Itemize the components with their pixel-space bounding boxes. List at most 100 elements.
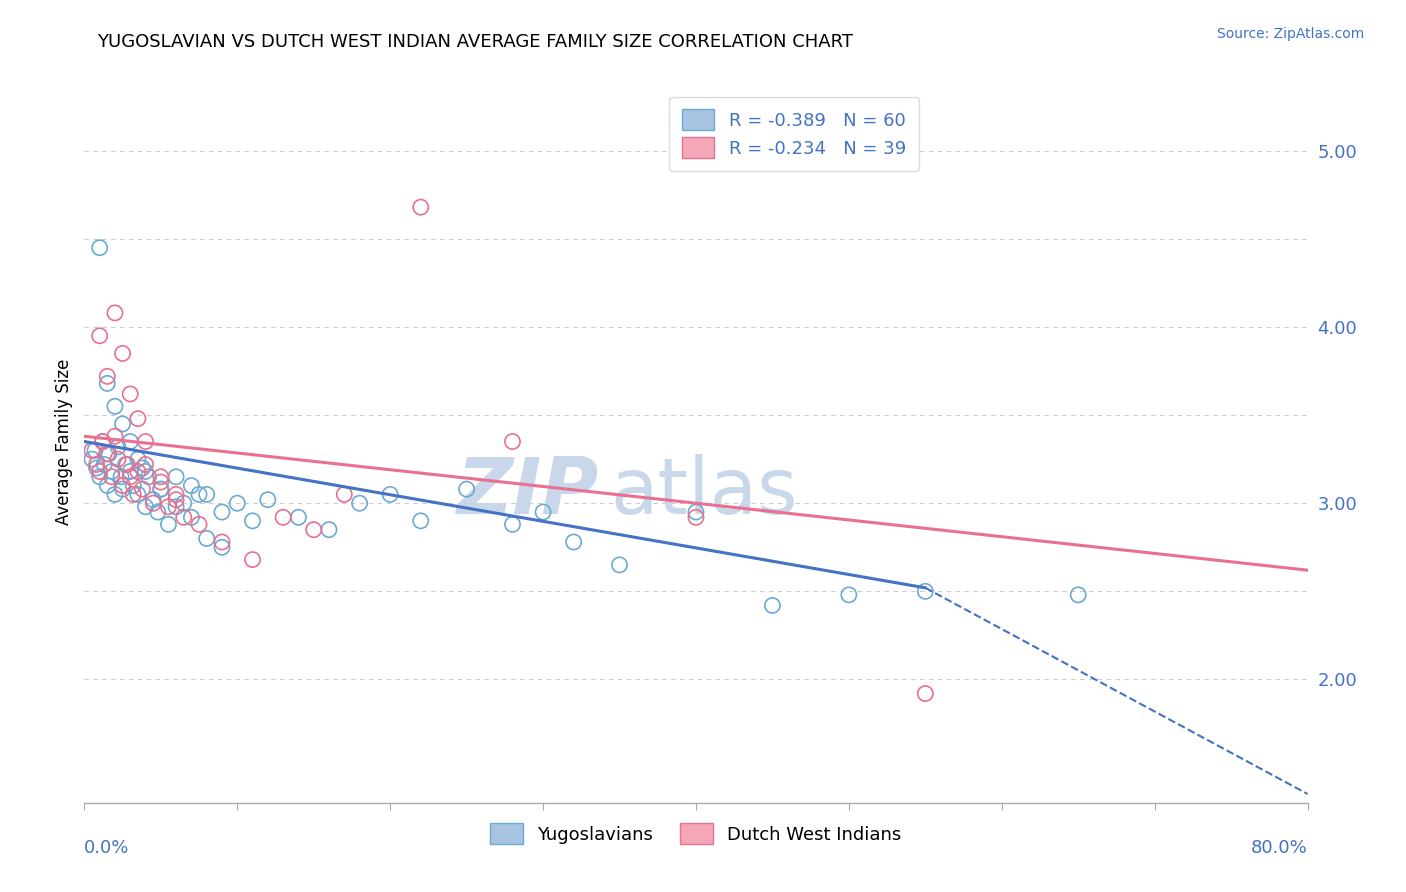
Point [86, 461, 108, 475]
Point [838, 588, 860, 602]
Point [91, 434, 114, 449]
Point [84, 443, 107, 458]
Point [111, 346, 134, 360]
Point [111, 478, 134, 492]
Text: atlas: atlas [610, 454, 797, 530]
Point [97, 447, 120, 461]
Point [104, 306, 127, 320]
Point [104, 399, 127, 413]
Point [110, 470, 132, 484]
Point [165, 500, 187, 514]
Point [302, 523, 325, 537]
Point [914, 584, 936, 599]
Point [122, 487, 145, 501]
Point [211, 541, 233, 555]
Point [149, 475, 172, 489]
Point [609, 558, 631, 572]
Point [914, 687, 936, 701]
Point [89, 470, 111, 484]
Point [287, 510, 309, 524]
Point [188, 517, 211, 532]
Legend: Yugoslavians, Dutch West Indians: Yugoslavians, Dutch West Indians [484, 816, 908, 852]
Point [104, 429, 127, 443]
Point [333, 487, 356, 501]
Point [685, 510, 707, 524]
Point [226, 496, 249, 510]
Point [111, 482, 134, 496]
Point [149, 482, 172, 496]
Point [89, 328, 111, 343]
Point [89, 241, 111, 255]
Point [96, 478, 118, 492]
Point [104, 487, 127, 501]
Point [211, 535, 233, 549]
Point [89, 465, 111, 479]
Point [188, 487, 211, 501]
Point [1067, 588, 1090, 602]
Point [180, 510, 202, 524]
Point [107, 440, 129, 454]
Point [409, 514, 432, 528]
Point [165, 492, 187, 507]
Point [211, 505, 233, 519]
Point [502, 434, 524, 449]
Point [120, 465, 142, 479]
Point [195, 532, 218, 546]
Point [127, 411, 149, 425]
Point [135, 434, 157, 449]
Text: 80.0%: 80.0% [1251, 838, 1308, 857]
Point [120, 434, 142, 449]
Point [456, 482, 478, 496]
Point [173, 510, 195, 524]
Point [131, 482, 153, 496]
Point [96, 447, 118, 461]
Point [135, 500, 157, 514]
Point [380, 487, 402, 501]
Point [120, 470, 142, 484]
Point [173, 496, 195, 510]
Point [101, 465, 124, 479]
Point [93, 458, 115, 472]
Point [157, 517, 180, 532]
Point [685, 505, 707, 519]
Point [80, 452, 103, 467]
Point [96, 369, 118, 384]
Point [165, 470, 187, 484]
Point [127, 465, 149, 479]
Point [86, 458, 108, 472]
Point [195, 487, 218, 501]
Point [142, 496, 165, 510]
Point [115, 458, 138, 472]
Point [157, 500, 180, 514]
Point [80, 443, 103, 458]
Point [142, 492, 165, 507]
Text: YUGOSLAVIAN VS DUTCH WEST INDIAN AVERAGE FAMILY SIZE CORRELATION CHART: YUGOSLAVIAN VS DUTCH WEST INDIAN AVERAGE… [97, 33, 852, 52]
Point [165, 487, 187, 501]
Text: ZIP: ZIP [456, 454, 598, 530]
Point [146, 505, 169, 519]
Point [96, 376, 118, 391]
Text: 0.0%: 0.0% [84, 838, 129, 857]
Point [562, 535, 585, 549]
Point [91, 434, 114, 449]
Y-axis label: Average Family Size: Average Family Size [55, 359, 73, 524]
Point [149, 482, 172, 496]
Point [531, 505, 554, 519]
Point [271, 510, 294, 524]
Point [180, 478, 202, 492]
Point [135, 465, 157, 479]
Point [101, 470, 124, 484]
Point [409, 200, 432, 214]
Point [131, 461, 153, 475]
Point [257, 492, 280, 507]
Point [349, 496, 371, 510]
Point [318, 523, 340, 537]
Point [138, 470, 160, 484]
Point [502, 517, 524, 532]
Text: Source: ZipAtlas.com: Source: ZipAtlas.com [1216, 27, 1364, 41]
Point [149, 470, 172, 484]
Point [242, 552, 264, 566]
Point [242, 514, 264, 528]
Point [120, 387, 142, 401]
Point [122, 478, 145, 492]
